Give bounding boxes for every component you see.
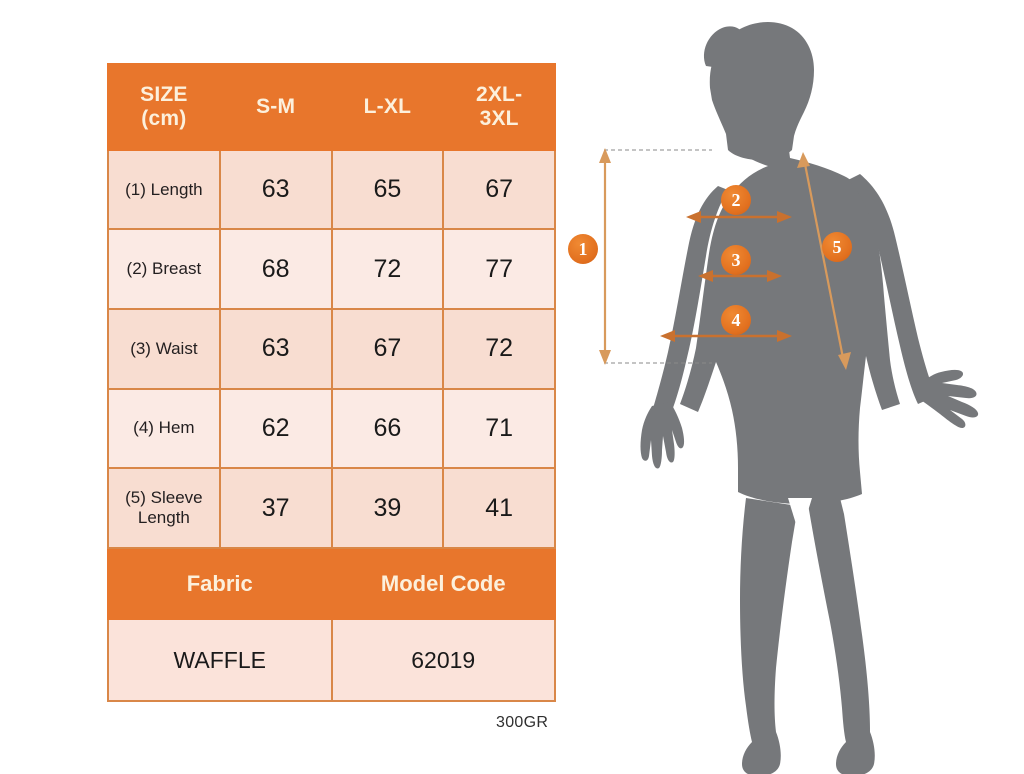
row-label-breast: (2) Breast [107, 228, 221, 310]
measure-5-sleeve-arrow [797, 152, 851, 370]
measure-3-arrowhead-left [698, 270, 713, 282]
table-row: (2) Breast 68 72 77 [107, 228, 556, 310]
cell-breast-2xl-3xl: 77 [442, 228, 556, 310]
measure-badge-2: 2 [721, 185, 751, 215]
cell-waist-2xl-3xl: 72 [442, 308, 556, 390]
measure-3-arrowhead-right [767, 270, 782, 282]
header-col3-line1: 2XL- [475, 82, 523, 106]
table-row: (4) Hem 62 66 71 [107, 387, 556, 470]
table-footer-header-row: Fabric Model Code [107, 546, 556, 621]
measure-2-arrowhead-left [686, 211, 701, 223]
body-measurement-figure: 1 2 3 4 5 [560, 0, 1024, 774]
measure-5-arrowhead-bottom [838, 352, 851, 370]
measure-5-arrowhead-top [797, 152, 810, 168]
measure-2-breast-arrow [686, 211, 792, 223]
row-label-waist: (3) Waist [107, 308, 221, 390]
measure-4-arrowhead-left [660, 330, 675, 342]
cell-length-s-m: 63 [218, 148, 333, 231]
table-row: (1) Length 63 65 67 [107, 148, 556, 231]
measure-3-waist-arrow [698, 270, 782, 282]
cell-breast-s-m: 68 [218, 228, 333, 310]
header-col-2xl-3xl: 2XL- 3XL [442, 63, 556, 151]
cell-sleeve-l-xl: 39 [330, 467, 445, 549]
female-silhouette-diagram [599, 22, 979, 774]
header-col-l-xl: L-XL [330, 63, 445, 151]
header-col3-line2: 3XL [479, 106, 519, 130]
cell-length-2xl-3xl: 67 [442, 148, 556, 231]
cell-breast-l-xl: 72 [330, 228, 445, 310]
footer-value-model-code: 62019 [330, 618, 556, 702]
table-header-row: SIZE (cm) S-M L-XL 2XL- 3XL [107, 63, 556, 151]
header-col-s-m: S-M [218, 63, 333, 151]
measure-5-shaft [803, 163, 845, 359]
measure-badge-4: 4 [721, 305, 751, 335]
measure-1-arrowhead-down [599, 350, 611, 365]
measure-badge-3: 3 [721, 245, 751, 275]
cell-waist-s-m: 63 [218, 308, 333, 390]
row-label-hem: (4) Hem [107, 387, 221, 470]
row-label-sleeve-length: (5) Sleeve Length [107, 467, 221, 549]
female-silhouette-icon [640, 22, 979, 774]
measure-badge-5: 5 [822, 232, 852, 262]
measure-1-arrowhead-up [599, 148, 611, 163]
header-size-line1: SIZE [140, 82, 188, 106]
footer-value-fabric: WAFFLE [107, 618, 333, 702]
measure-1-length-arrow [599, 148, 712, 365]
cell-sleeve-s-m: 37 [218, 467, 333, 549]
cell-length-l-xl: 65 [330, 148, 445, 231]
cell-waist-l-xl: 67 [330, 308, 445, 390]
table-row: (5) Sleeve Length 37 39 41 [107, 467, 556, 549]
cell-hem-s-m: 62 [218, 387, 333, 470]
measure-badge-1: 1 [568, 234, 598, 264]
header-size-cm: SIZE (cm) [107, 63, 221, 151]
header-size-line2: (cm) [141, 106, 187, 130]
footer-header-fabric: Fabric [107, 546, 333, 621]
table-row: (3) Waist 63 67 72 [107, 308, 556, 390]
measure-2-arrowhead-right [777, 211, 792, 223]
cell-sleeve-2xl-3xl: 41 [442, 467, 556, 549]
row-label-length: (1) Length [107, 148, 221, 231]
footer-header-model-code: Model Code [330, 546, 556, 621]
cell-hem-2xl-3xl: 71 [442, 387, 556, 470]
cell-hem-l-xl: 66 [330, 387, 445, 470]
gram-weight-label: 300GR [496, 714, 549, 731]
size-table: SIZE (cm) S-M L-XL 2XL- 3XL (1) Length 6… [107, 63, 556, 702]
table-footer-value-row: WAFFLE 62019 [107, 618, 556, 702]
measure-4-hem-arrow [660, 330, 792, 342]
size-table-container: SIZE (cm) S-M L-XL 2XL- 3XL (1) Length 6… [107, 63, 556, 702]
measure-4-arrowhead-right [777, 330, 792, 342]
